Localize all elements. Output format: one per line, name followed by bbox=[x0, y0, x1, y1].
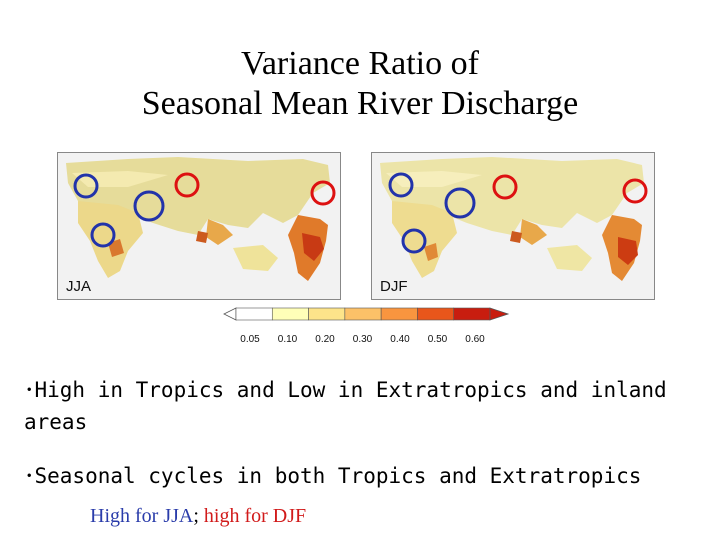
high-jja-text: High for JJA bbox=[90, 505, 194, 527]
colorbar-low-arrow bbox=[223, 307, 237, 321]
map-panel-jja: JJA bbox=[57, 152, 341, 300]
colorbar-tick-label: 0.30 bbox=[352, 334, 373, 345]
panel-label-djf: DJF bbox=[380, 278, 408, 295]
colorbar-tick-label: 0.20 bbox=[315, 334, 335, 345]
title-line-1: Variance Ratio of bbox=[241, 45, 479, 82]
slide-title: Variance Ratio of Seasonal Mean River Di… bbox=[0, 44, 720, 124]
colorbar-high-arrow bbox=[489, 307, 510, 321]
map-panel-djf: DJF bbox=[371, 152, 655, 300]
colorbar-tick-label: 0.10 bbox=[277, 334, 298, 345]
colorbar-swatch bbox=[235, 307, 273, 321]
colorbar-swatch bbox=[417, 307, 455, 321]
world-map-jja bbox=[66, 157, 336, 281]
colorbar bbox=[223, 307, 510, 321]
colorbar-swatch bbox=[271, 307, 309, 321]
subline-separator: ; bbox=[193, 505, 204, 527]
colorbar-tick-label: 0.60 bbox=[465, 334, 485, 345]
seasonal-subline: High for JJA; high for DJF bbox=[90, 504, 306, 528]
bullet-2: ･Seasonal cycles in both Tropics and Ext… bbox=[24, 464, 642, 488]
colorbar-tick-label: 0.50 bbox=[427, 334, 448, 345]
colorbar-swatch bbox=[380, 307, 418, 321]
colorbar-swatch bbox=[344, 307, 382, 321]
colorbar-tick-label: 0.40 bbox=[390, 334, 410, 345]
title-line-2: Seasonal Mean River Discharge bbox=[141, 85, 579, 122]
panel-label-jja: JJA bbox=[66, 278, 92, 295]
colorbar-tick-label: 0.05 bbox=[240, 334, 260, 345]
colorbar-swatch bbox=[308, 307, 346, 321]
colorbar-swatches bbox=[235, 307, 491, 321]
world-map-djf bbox=[380, 157, 648, 281]
colorbar-swatch bbox=[453, 307, 491, 321]
bullet-1: ･High in Tropics and Low in Extratropics… bbox=[24, 378, 667, 434]
high-djf-text: high for DJF bbox=[203, 505, 307, 527]
